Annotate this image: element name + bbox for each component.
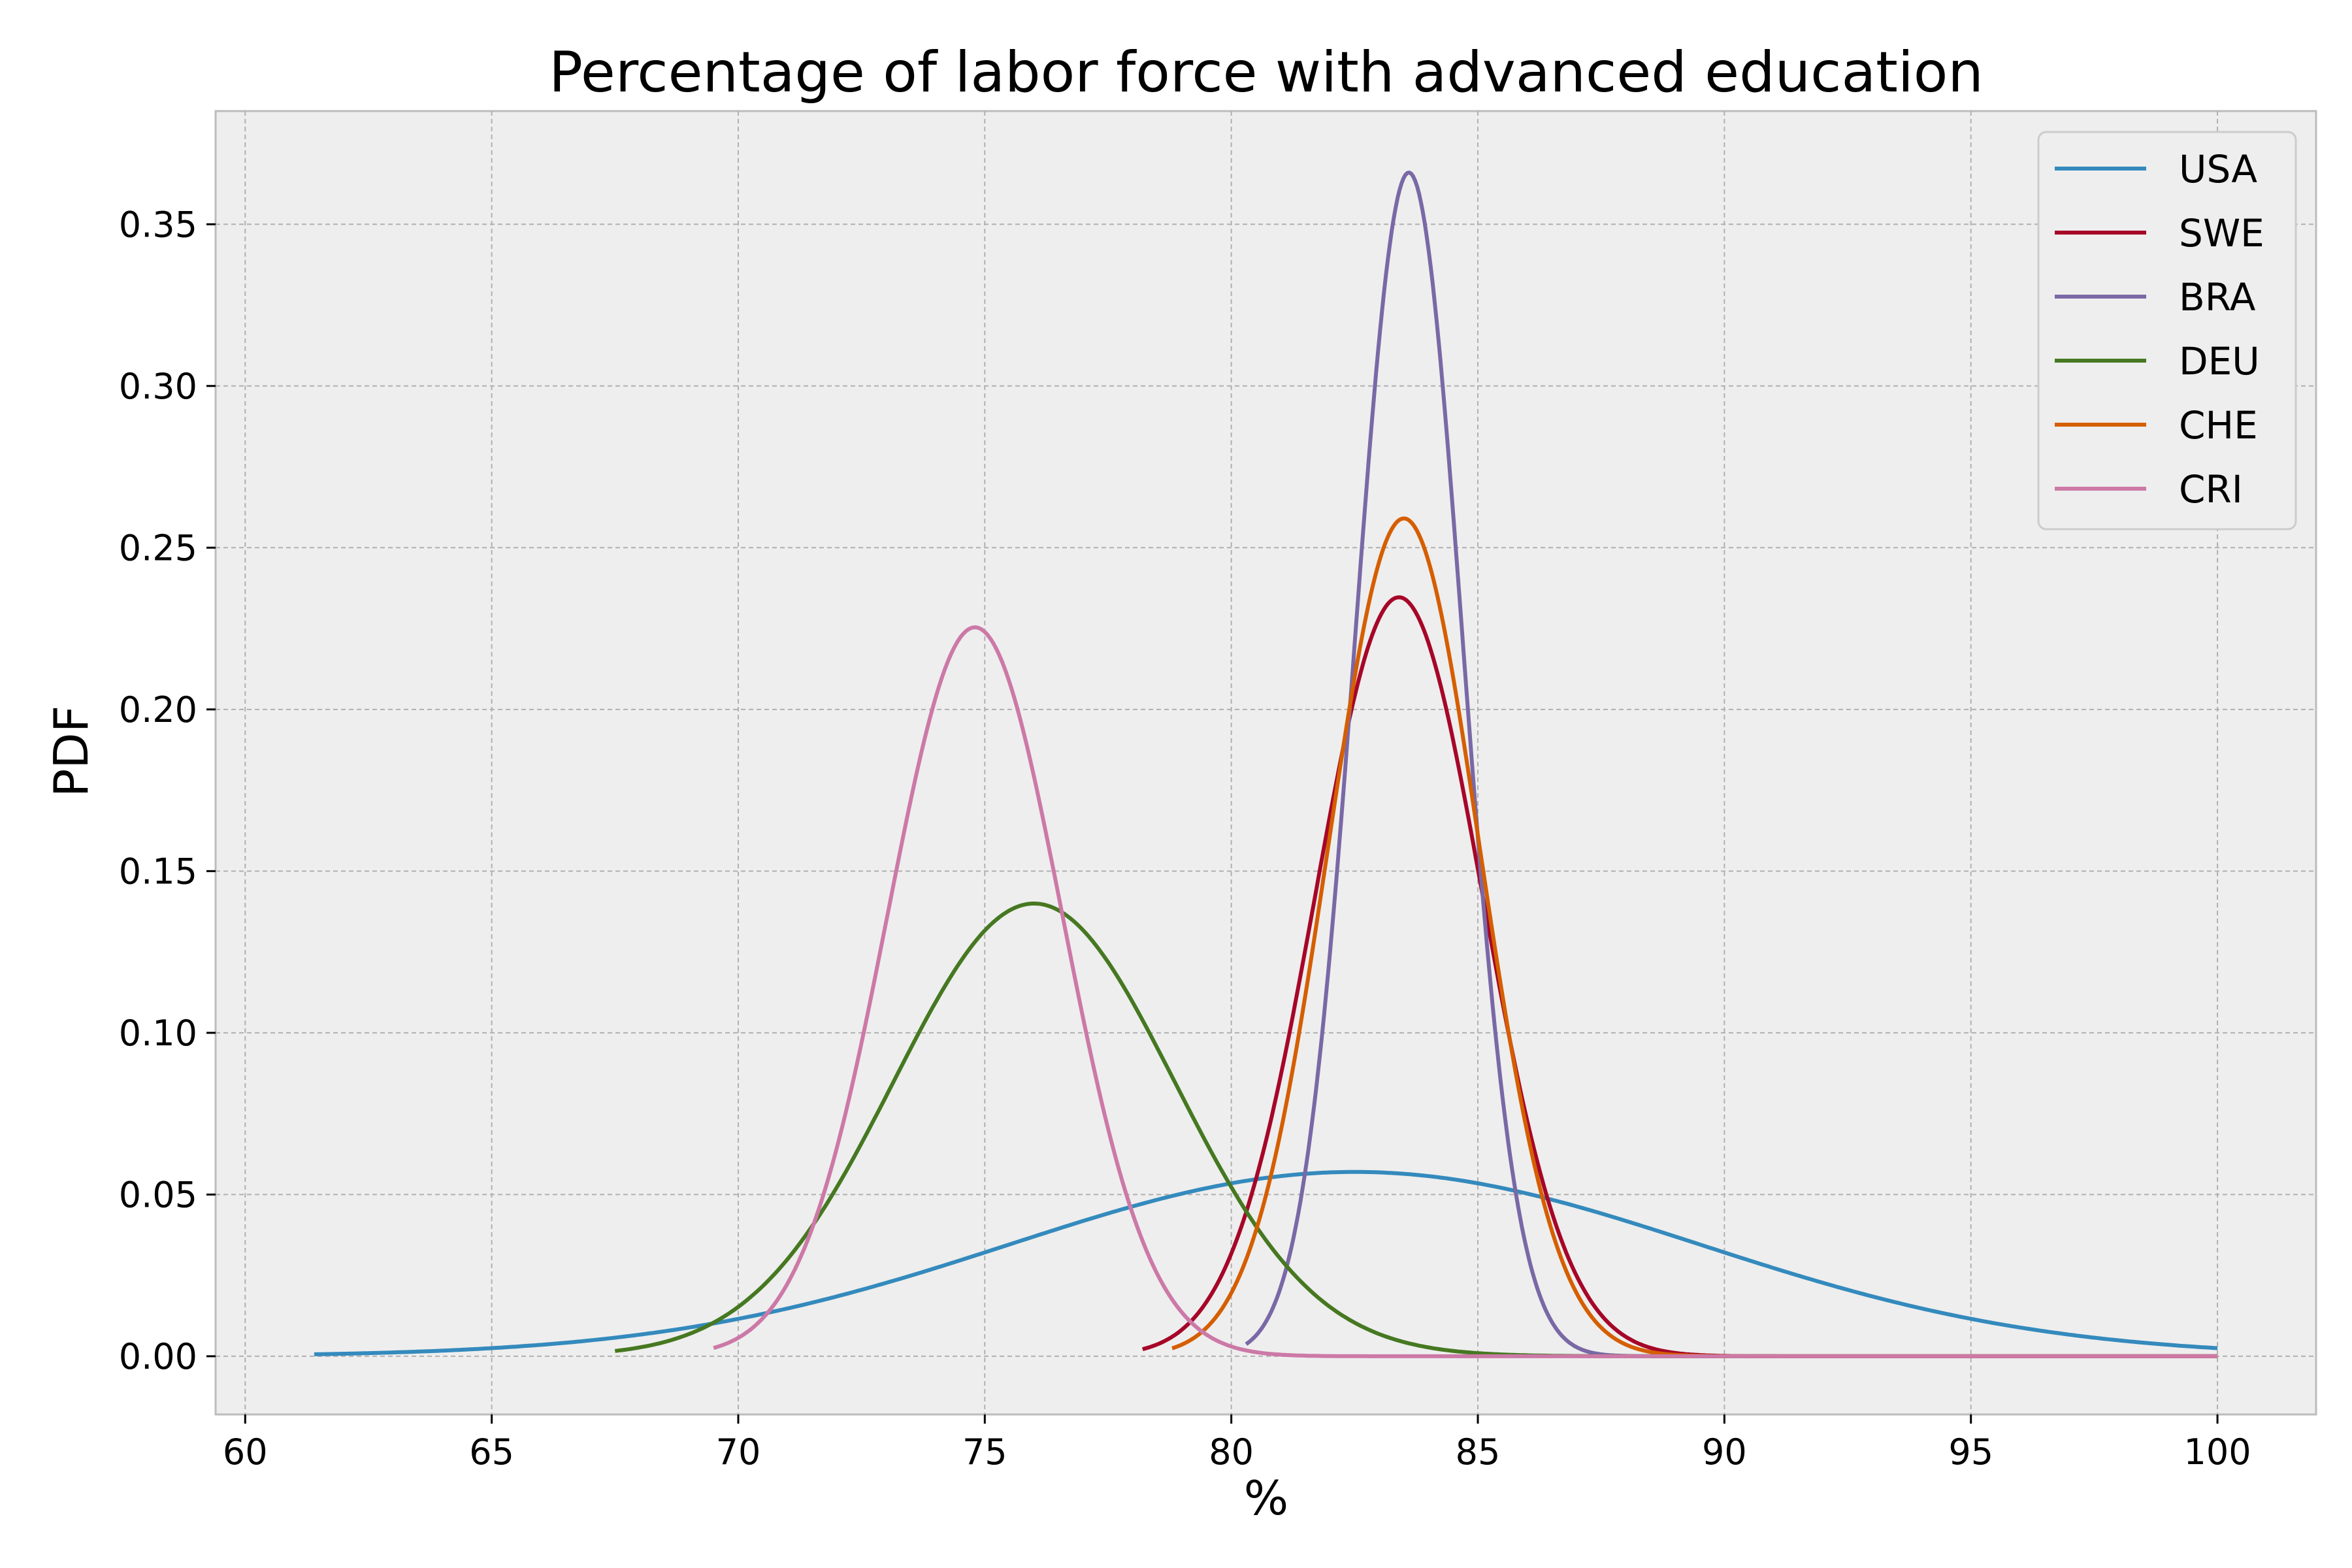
x-tick-label: 100 bbox=[2184, 1431, 2251, 1473]
y-tick-label: 0.05 bbox=[119, 1174, 197, 1215]
y-tick-label: 0.20 bbox=[119, 689, 197, 730]
x-tick-label: 60 bbox=[223, 1431, 268, 1473]
y-tick-label: 0.15 bbox=[119, 851, 197, 892]
legend-label-deu: DEU bbox=[2179, 339, 2260, 384]
x-tick-label: 80 bbox=[1209, 1431, 1254, 1473]
y-tick-label: 0.00 bbox=[119, 1336, 197, 1377]
x-tick-label: 65 bbox=[469, 1431, 514, 1473]
legend-label-usa: USA bbox=[2179, 147, 2257, 191]
x-tick-label: 90 bbox=[1702, 1431, 1747, 1473]
y-axis-ticks: 0.00 0.05 0.10 0.15 0.20 0.25 0.30 0.35 bbox=[119, 204, 216, 1377]
legend: USA SWE BRA DEU CHE CRI bbox=[2037, 131, 2297, 531]
series-line-cri bbox=[713, 625, 2218, 1358]
x-tick-label: 95 bbox=[1948, 1431, 1993, 1473]
legend-label-bra: BRA bbox=[2179, 275, 2256, 319]
legend-box bbox=[2037, 131, 2297, 531]
y-axis-label: PDF bbox=[44, 706, 99, 797]
legend-label-cri: CRI bbox=[2179, 467, 2243, 512]
series-group bbox=[314, 171, 2218, 1358]
y-tick-label: 0.30 bbox=[119, 366, 197, 407]
x-tick-label: 70 bbox=[716, 1431, 761, 1473]
x-axis-ticks: 60 65 70 75 80 85 90 95 100 bbox=[223, 1414, 2251, 1473]
plot-area bbox=[214, 110, 2317, 1416]
chart-title: Percentage of labor force with advanced … bbox=[549, 40, 1984, 105]
x-tick-label: 85 bbox=[1456, 1431, 1501, 1473]
x-axis-label: % bbox=[1244, 1471, 1288, 1526]
x-tick-label: 75 bbox=[962, 1431, 1007, 1473]
legend-label-swe: SWE bbox=[2179, 211, 2264, 255]
legend-label-che: CHE bbox=[2179, 403, 2258, 448]
y-tick-label: 0.35 bbox=[119, 204, 197, 245]
y-tick-label: 0.25 bbox=[119, 527, 197, 568]
series-line-usa bbox=[314, 1169, 2218, 1356]
y-tick-label: 0.10 bbox=[119, 1013, 197, 1054]
